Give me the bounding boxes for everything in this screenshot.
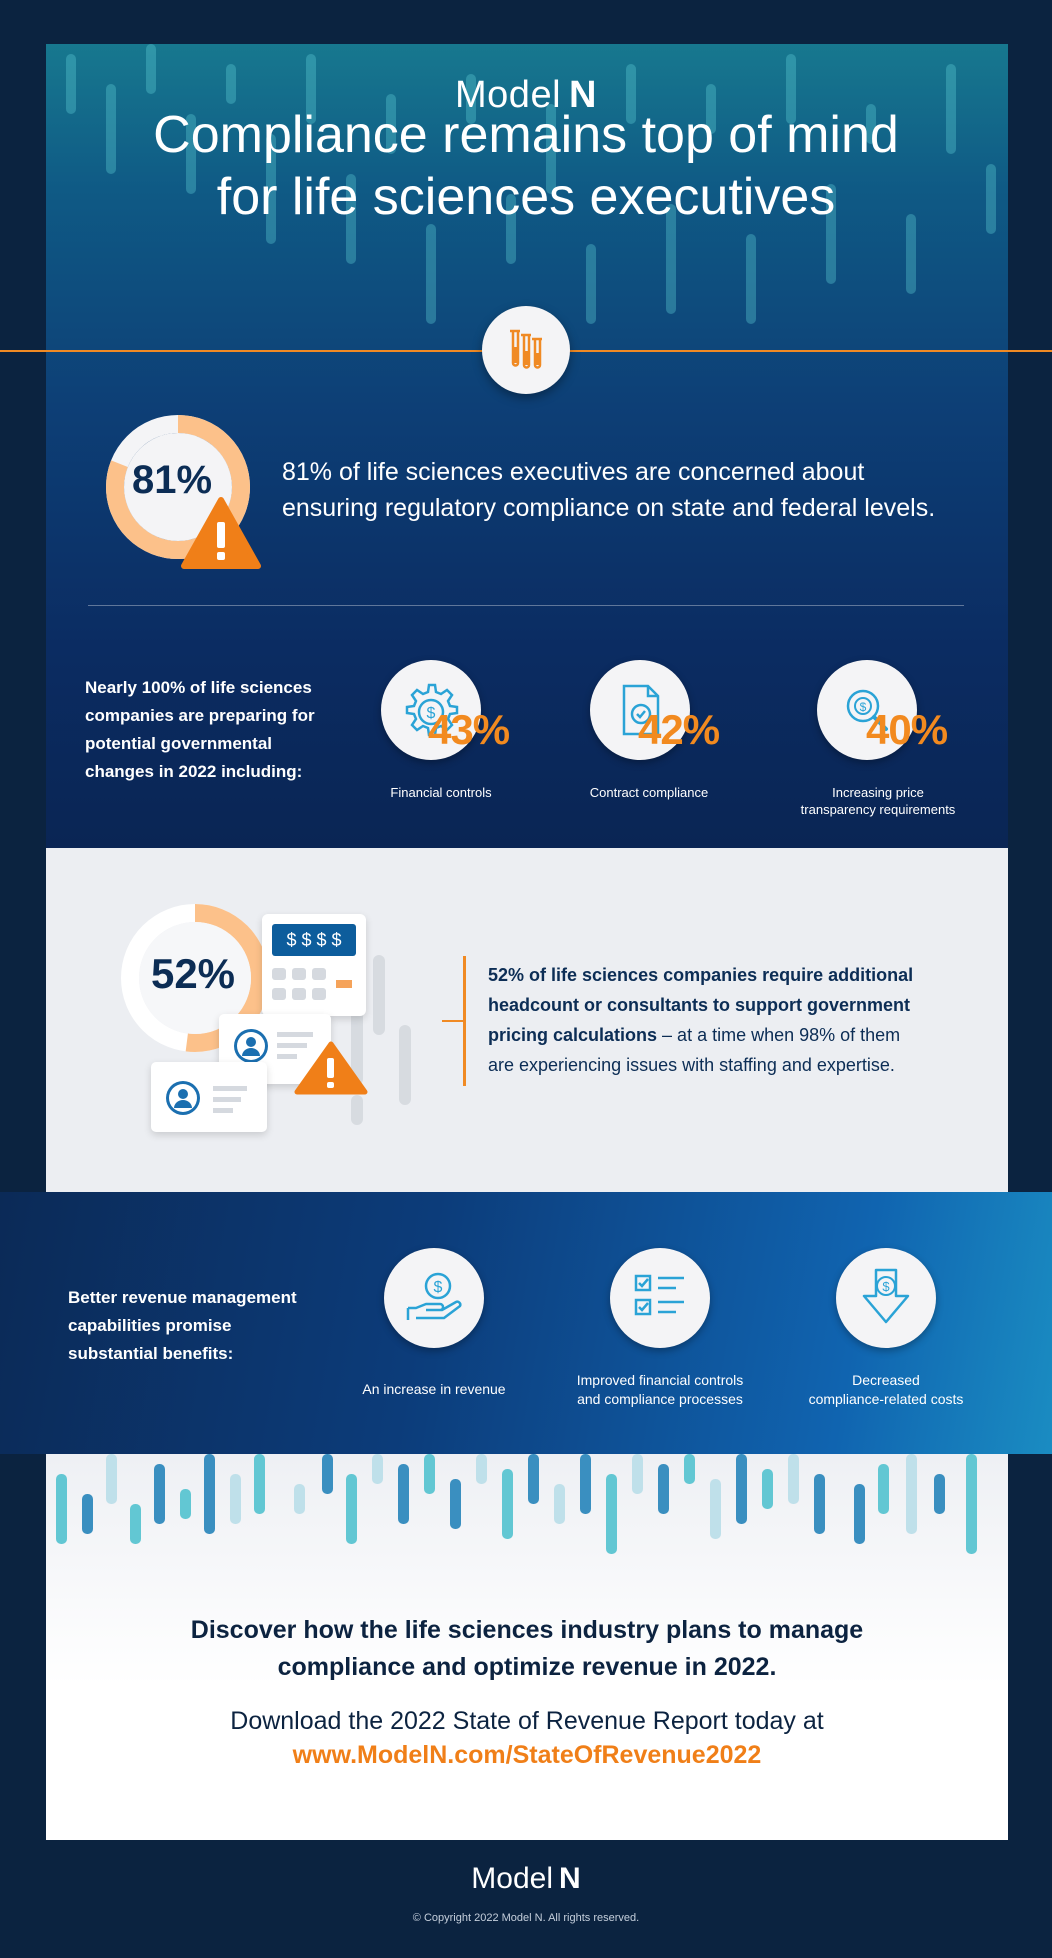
- title-line-2: for life sciences executives: [216, 168, 836, 226]
- preparing-text: Nearly 100% of life sciences companies a…: [85, 674, 355, 786]
- brand-n: N: [569, 74, 597, 116]
- stat-52-value: 52%: [150, 950, 236, 997]
- footer-brand-name: Model: [471, 1862, 554, 1895]
- section-divider: [88, 605, 964, 606]
- benefit-label-controls-line-2: and compliance processes: [577, 1391, 743, 1407]
- stat-81-value: 81%: [131, 458, 213, 502]
- donut-81: [106, 415, 250, 559]
- stat-81-text: 81% of life sciences executives are conc…: [282, 454, 1002, 526]
- warning-icon: [181, 497, 261, 569]
- label-price-transparency-line-2: transparency requirements: [800, 802, 956, 817]
- warning-icon-2: [294, 1041, 368, 1095]
- calculator-display: $ $ $ $: [272, 924, 356, 956]
- footer-logo: Model N: [0, 1862, 1052, 1896]
- benefits-line-3: substantial benefits:: [68, 1344, 234, 1363]
- gear-dollar-icon: $: [381, 660, 481, 760]
- document-check-icon: [590, 660, 690, 760]
- preparing-line-1: Nearly 100% of life sciences: [85, 678, 312, 697]
- checklist-icon: [610, 1248, 710, 1348]
- cta-download-text: Download the 2022 State of Revenue Repor…: [230, 1707, 824, 1735]
- stat-52-line-3-bold: pricing calculations: [488, 1025, 658, 1045]
- magnifier-dollar-icon: $: [817, 660, 917, 760]
- cta-url-link[interactable]: www.ModelN.com/StateOfRevenue2022: [292, 1741, 762, 1769]
- cta-section: [46, 1454, 1008, 1840]
- page-title: Compliance remains top of mind for life …: [0, 104, 1052, 228]
- benefit-label-revenue: An increase in revenue: [362, 1381, 506, 1397]
- label-price-transparency-line-1: Increasing price: [832, 785, 924, 800]
- stat-52-text: 52% of life sciences companies require a…: [488, 960, 958, 1080]
- hand-dollar-icon: $: [384, 1248, 484, 1348]
- preparing-line-4: changes in 2022 including:: [85, 762, 303, 781]
- svg-text:$: $: [434, 1279, 443, 1296]
- donut-52: [121, 904, 269, 1052]
- svg-text:$: $: [860, 700, 867, 714]
- benefit-label-controls-line-1: Improved financial controls: [576, 1372, 744, 1388]
- stat-52-line-2: headcount or consultants to support gove…: [488, 995, 911, 1015]
- stat-52-line-3-rest: – at a time when 98% of them: [657, 1025, 901, 1045]
- brand-logo: Model N: [0, 74, 1052, 117]
- label-financial-controls: Financial controls: [390, 785, 492, 800]
- decorative-gray-bars: [351, 955, 411, 1125]
- title-line-1: Compliance remains top of mind: [153, 106, 899, 164]
- preparing-line-3: potential governmental: [85, 734, 273, 753]
- bracket-vertical: [463, 956, 466, 1086]
- stat-81-line-1: 81% of life sciences executives are conc…: [282, 458, 865, 486]
- benefit-label-costs-line-1: Decreased: [852, 1372, 920, 1388]
- stat-81-line-2: ensuring regulatory compliance on state …: [282, 494, 936, 522]
- brand-name: Model: [455, 74, 562, 116]
- benefit-label-costs: Decreased compliance-related costs: [766, 1371, 1006, 1409]
- footer-brand-n: N: [559, 1862, 581, 1895]
- stat-52-line-4: are experiencing issues with staffing an…: [488, 1055, 895, 1075]
- dollar-arrow-down-icon: $: [836, 1248, 936, 1348]
- svg-text:$: $: [427, 705, 436, 722]
- pct-financial-controls: 43%: [428, 706, 510, 753]
- benefits-text: Better revenue management capabilities p…: [68, 1284, 348, 1368]
- copyright-text: © Copyright 2022 Model N. All rights res…: [412, 1912, 640, 1924]
- benefit-label-controls: Improved financial controls and complian…: [540, 1371, 780, 1409]
- decorative-cta-bars: [56, 1454, 977, 1554]
- test-tubes-icon: [482, 306, 570, 394]
- benefits-line-2: capabilities promise: [68, 1316, 232, 1335]
- decorative-bars: [66, 44, 996, 324]
- preparing-line-2: companies are preparing for: [85, 706, 315, 725]
- cta-heading-line-2: compliance and optimize revenue in 2022.: [277, 1653, 777, 1681]
- benefits-line-1: Better revenue management: [68, 1288, 297, 1307]
- cta-heading: Discover how the life sciences industry …: [46, 1612, 1008, 1686]
- pct-contract-compliance: 42%: [638, 706, 720, 753]
- stat-52-line-1: 52% of life sciences companies require a…: [488, 965, 914, 985]
- label-contract-compliance: Contract compliance: [589, 785, 709, 800]
- bracket-horizontal: [442, 1020, 464, 1022]
- svg-text:$: $: [882, 1279, 890, 1294]
- cta-heading-line-1: Discover how the life sciences industry …: [190, 1616, 864, 1644]
- pct-price-transparency: 40%: [866, 706, 948, 753]
- calculator-icon: $ $ $ $: [262, 914, 366, 1016]
- id-card-icon-2: [151, 1062, 267, 1132]
- benefit-label-costs-line-2: compliance-related costs: [808, 1391, 964, 1407]
- label-price-transparency: Increasing price transparency requiremen…: [768, 784, 988, 818]
